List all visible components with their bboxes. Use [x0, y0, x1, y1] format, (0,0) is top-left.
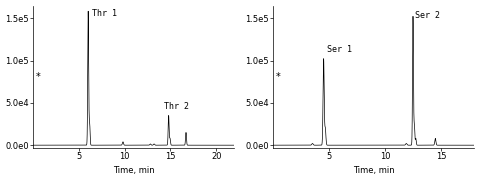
Text: Ser 2: Ser 2: [415, 11, 440, 20]
X-axis label: Time, min: Time, min: [113, 167, 155, 175]
Text: Thr 1: Thr 1: [92, 9, 117, 18]
X-axis label: Time, min: Time, min: [353, 167, 395, 175]
Text: *: *: [276, 72, 280, 83]
Text: Thr 2: Thr 2: [164, 102, 189, 111]
Text: *: *: [36, 72, 41, 83]
Text: Ser 1: Ser 1: [327, 45, 352, 54]
